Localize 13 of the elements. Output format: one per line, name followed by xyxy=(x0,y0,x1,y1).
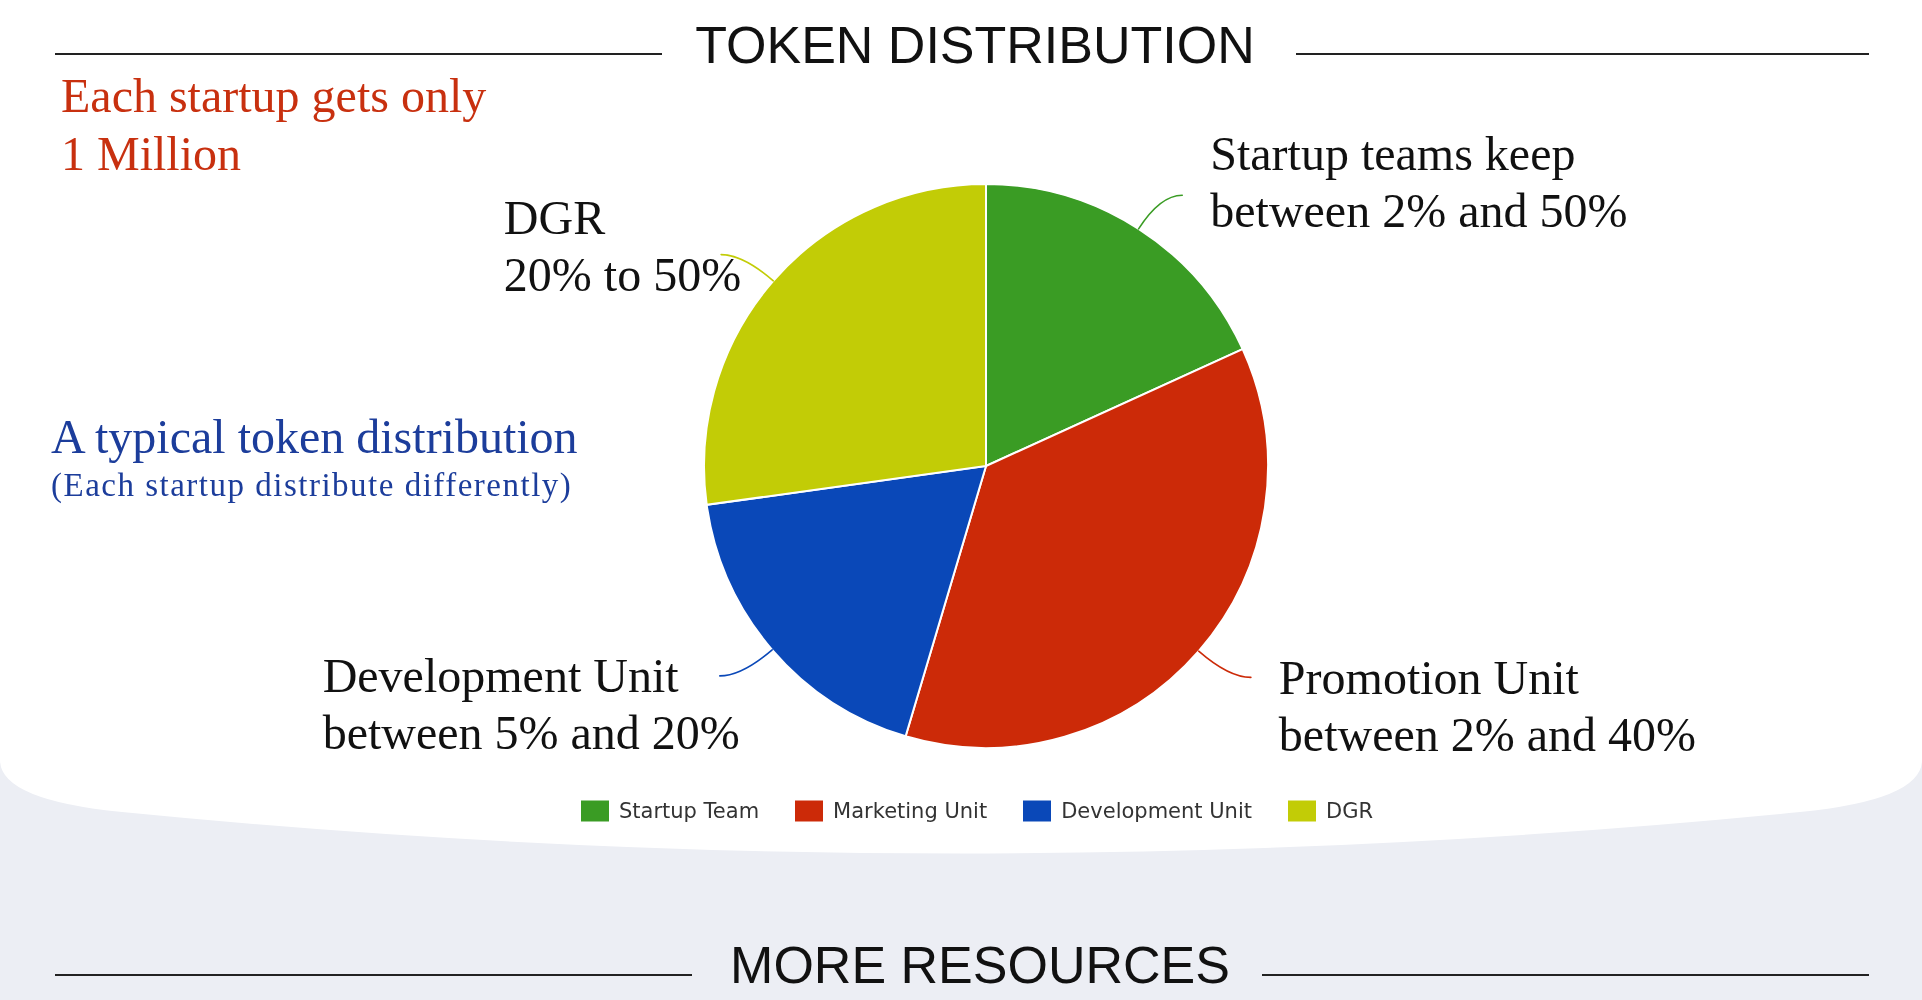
text: Development Unit between 5% and 20% xyxy=(322,649,740,760)
text: MORE RESOURCES xyxy=(730,935,1230,995)
text: Promotion Unit between 2% and 40% xyxy=(1278,650,1697,761)
text: Startup teams keep between 2% and 50% xyxy=(1210,126,1628,237)
legend-label: Marketing Unit xyxy=(833,799,988,823)
text: (Each startup distribute differently) xyxy=(51,466,573,505)
chart-title: TOKEN DISTRIBUTION xyxy=(695,15,1255,75)
text: Each startup gets only 1 Million xyxy=(61,68,487,182)
text: DGR 20% to 50% xyxy=(503,191,742,302)
legend-label: Startup Team xyxy=(618,799,760,823)
legend-label: Development Unit xyxy=(1061,799,1252,823)
legend-label: DGR xyxy=(1325,799,1374,823)
text: A typical token distribution xyxy=(51,409,578,465)
